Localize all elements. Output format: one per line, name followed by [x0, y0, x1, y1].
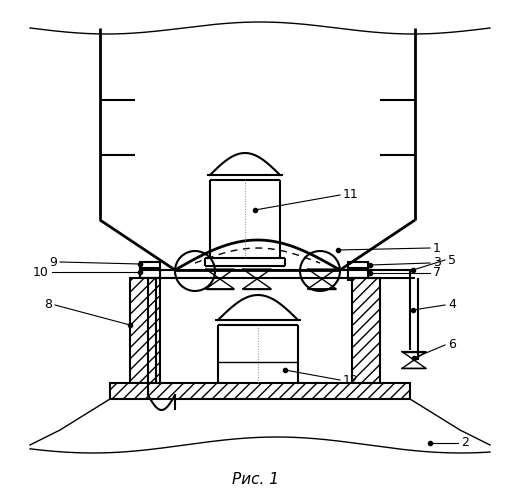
Text: 6: 6	[448, 338, 456, 351]
Bar	[140, 262, 160, 280]
Text: 1: 1	[433, 242, 441, 254]
Text: 12: 12	[343, 374, 359, 386]
Bar	[140, 268, 160, 278]
Text: 7: 7	[433, 266, 441, 280]
Bar	[352, 278, 380, 383]
Text: 10: 10	[33, 266, 49, 278]
Text: 8: 8	[44, 298, 52, 312]
Text: 11: 11	[343, 188, 359, 202]
Text: 2: 2	[461, 436, 469, 450]
Bar	[348, 268, 368, 278]
Text: 9: 9	[49, 256, 57, 268]
Text: 4: 4	[448, 298, 456, 312]
Text: 3: 3	[433, 256, 441, 270]
Bar	[130, 278, 160, 383]
Text: Рис. 1: Рис. 1	[232, 472, 280, 488]
Bar	[348, 262, 368, 280]
Bar	[110, 383, 410, 399]
Text: 5: 5	[448, 254, 456, 266]
